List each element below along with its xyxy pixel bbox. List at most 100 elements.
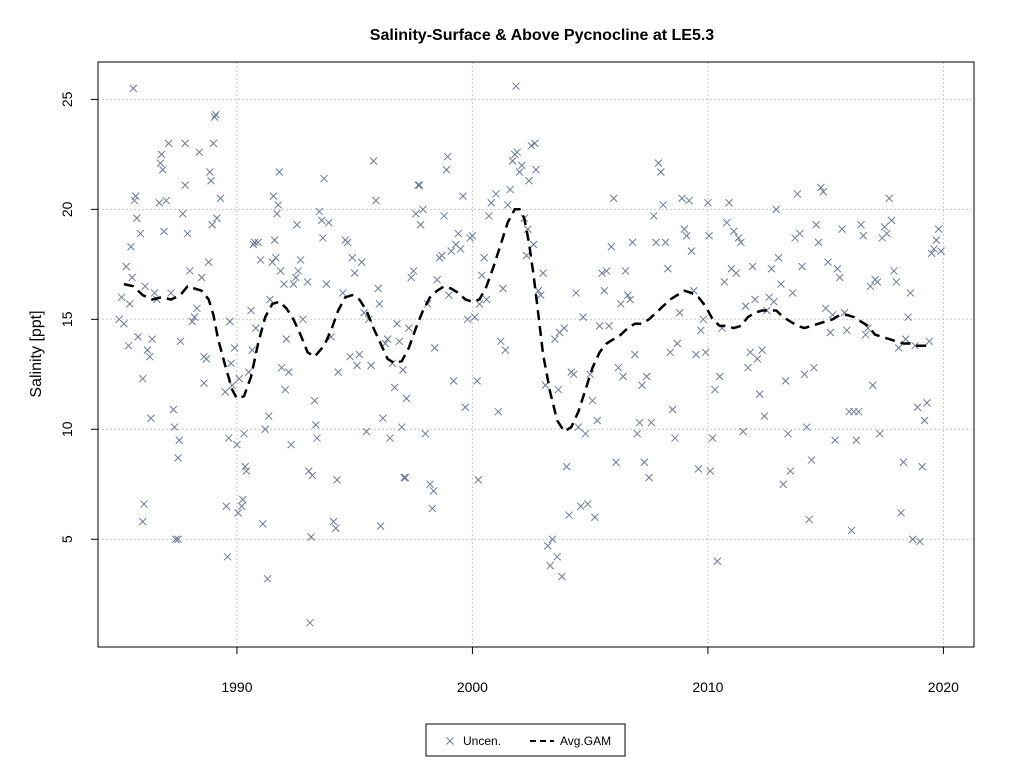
data-point xyxy=(734,234,743,242)
point-stroke xyxy=(130,196,139,205)
point-stroke xyxy=(375,300,384,308)
data-point xyxy=(543,541,552,550)
point-stroke xyxy=(117,293,126,302)
point-stroke xyxy=(937,247,945,255)
data-point xyxy=(536,291,545,299)
data-point xyxy=(739,427,748,436)
point-stroke xyxy=(525,176,533,185)
data-point xyxy=(310,396,319,405)
point-stroke xyxy=(739,427,748,436)
data-point xyxy=(367,361,376,370)
point-stroke xyxy=(746,348,755,357)
point-stroke xyxy=(414,181,423,190)
point-stroke xyxy=(649,212,658,220)
point-stroke xyxy=(433,275,441,284)
data-point xyxy=(329,517,338,526)
point-stroke xyxy=(281,385,290,394)
data-point xyxy=(174,535,182,544)
data-point xyxy=(508,157,517,165)
data-point xyxy=(915,537,924,546)
data-point xyxy=(277,363,286,372)
point-stroke xyxy=(673,339,682,348)
data-point xyxy=(128,273,136,282)
data-point xyxy=(357,258,366,266)
data-point xyxy=(873,278,882,286)
point-stroke xyxy=(605,322,613,330)
point-stroke xyxy=(308,471,317,480)
data-point xyxy=(145,352,154,361)
data-point xyxy=(155,198,164,207)
data-point xyxy=(503,201,512,209)
data-point xyxy=(269,192,278,201)
data-point xyxy=(609,194,618,203)
data-point xyxy=(401,473,410,482)
point-stroke xyxy=(160,227,168,236)
point-stroke xyxy=(430,344,439,352)
point-stroke xyxy=(760,412,769,420)
data-point xyxy=(607,242,616,251)
point-stroke xyxy=(339,289,347,297)
point-stroke xyxy=(412,209,420,218)
point-stroke xyxy=(155,198,164,207)
data-point xyxy=(271,253,280,262)
point-stroke xyxy=(145,352,154,361)
data-point xyxy=(360,308,368,317)
point-stroke xyxy=(623,291,632,299)
data-point xyxy=(694,465,703,473)
data-point xyxy=(494,407,503,416)
point-stroke xyxy=(224,434,233,442)
point-stroke xyxy=(696,326,705,335)
data-point xyxy=(678,194,686,203)
point-stroke xyxy=(170,423,179,431)
point-stroke xyxy=(426,480,434,489)
data-point xyxy=(586,370,595,379)
data-point xyxy=(223,552,232,561)
data-point xyxy=(197,273,206,282)
point-stroke xyxy=(744,363,752,372)
point-stroke xyxy=(692,350,700,359)
data-point xyxy=(293,220,301,229)
point-stroke xyxy=(261,425,270,434)
data-point xyxy=(779,480,788,489)
data-point xyxy=(795,229,804,238)
data-point xyxy=(291,273,300,282)
data-point xyxy=(461,403,470,412)
data-point xyxy=(211,110,220,119)
point-stroke xyxy=(897,508,905,517)
point-stroke xyxy=(774,253,783,262)
point-stroke xyxy=(800,370,809,379)
point-stroke xyxy=(258,519,267,528)
data-point xyxy=(701,348,710,357)
point-stroke xyxy=(428,504,437,513)
point-stroke xyxy=(319,234,327,242)
data-point xyxy=(284,368,293,376)
data-point xyxy=(937,247,945,255)
data-point xyxy=(911,341,919,350)
data-point xyxy=(158,165,167,174)
point-stroke xyxy=(640,458,649,467)
point-stroke xyxy=(915,537,924,546)
point-stroke xyxy=(883,229,891,238)
data-point xyxy=(572,289,580,297)
point-stroke xyxy=(518,161,526,170)
point-stroke xyxy=(459,192,467,201)
y-tick-label: 15 xyxy=(59,311,75,327)
data-point xyxy=(419,205,427,214)
point-stroke xyxy=(704,198,712,207)
point-stroke xyxy=(456,245,465,253)
point-stroke xyxy=(369,157,378,165)
point-stroke xyxy=(400,473,408,482)
point-stroke xyxy=(401,473,410,482)
data-point xyxy=(880,223,889,231)
data-point xyxy=(899,458,908,467)
point-stroke xyxy=(254,238,262,247)
data-point xyxy=(737,238,745,247)
data-point xyxy=(741,302,750,310)
point-stroke xyxy=(313,434,321,442)
data-point xyxy=(908,535,917,544)
point-stroke xyxy=(638,381,646,390)
data-point xyxy=(857,220,865,229)
data-point xyxy=(348,253,357,262)
data-point xyxy=(826,328,835,337)
data-point xyxy=(372,196,380,205)
